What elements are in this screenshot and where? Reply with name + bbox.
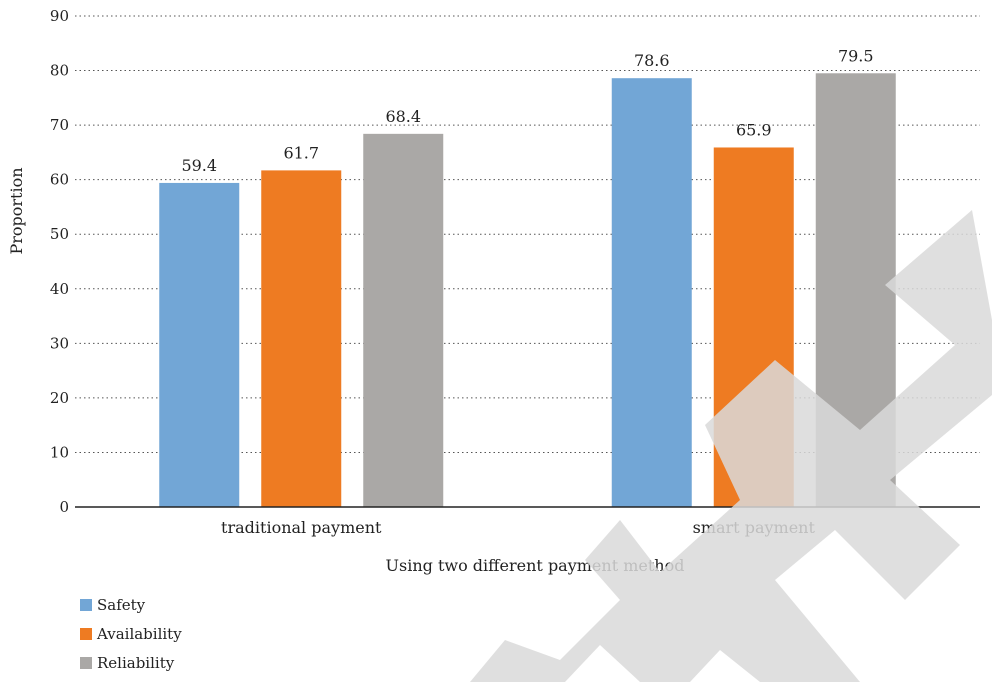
y-tick-40: 40 xyxy=(50,280,69,298)
data-label-availability-0: 61.7 xyxy=(283,143,319,162)
data-labels: 59.4 61.7 68.4 78.6 65.9 79.5 xyxy=(181,46,873,175)
watermark-stroke xyxy=(470,210,992,682)
watermark xyxy=(470,210,992,682)
y-axis-title: Proportion xyxy=(7,167,26,254)
y-tick-90: 90 xyxy=(50,7,69,25)
y-tick-80: 80 xyxy=(50,62,69,80)
bar-availability-0 xyxy=(261,170,342,508)
legend-label: Availability xyxy=(97,624,182,643)
legend-swatch-availability xyxy=(80,627,92,640)
legend-item-availability: Availability xyxy=(80,619,182,648)
data-label-safety-0: 59.4 xyxy=(181,156,217,175)
data-label-safety-1: 78.6 xyxy=(634,51,670,70)
bar-safety-1 xyxy=(611,78,692,508)
bar-safety-0 xyxy=(159,182,240,507)
y-tick-30: 30 xyxy=(50,334,69,352)
y-tick-70: 70 xyxy=(50,116,69,134)
data-label-availability-1: 65.9 xyxy=(736,120,772,139)
category-label-0: traditional payment xyxy=(221,518,382,537)
y-tick-10: 10 xyxy=(50,443,69,461)
legend-label: Reliability xyxy=(97,653,175,672)
legend: Safety Availability Reliability xyxy=(80,590,182,677)
y-tick-20: 20 xyxy=(50,389,69,407)
y-tick-60: 60 xyxy=(50,171,69,189)
bar-reliability-0 xyxy=(363,133,444,507)
legend-label: Safety xyxy=(97,595,146,614)
legend-item-safety: Safety xyxy=(80,590,182,619)
y-tick-0: 0 xyxy=(59,498,69,516)
legend-swatch-reliability xyxy=(80,656,92,669)
data-label-reliability-0: 68.4 xyxy=(385,107,421,126)
legend-item-reliability: Reliability xyxy=(80,648,182,677)
data-label-reliability-1: 79.5 xyxy=(838,46,874,65)
legend-swatch-safety xyxy=(80,598,92,611)
y-tick-50: 50 xyxy=(50,225,69,243)
y-tick-labels: 0 10 20 30 40 50 60 70 80 90 xyxy=(50,7,69,516)
